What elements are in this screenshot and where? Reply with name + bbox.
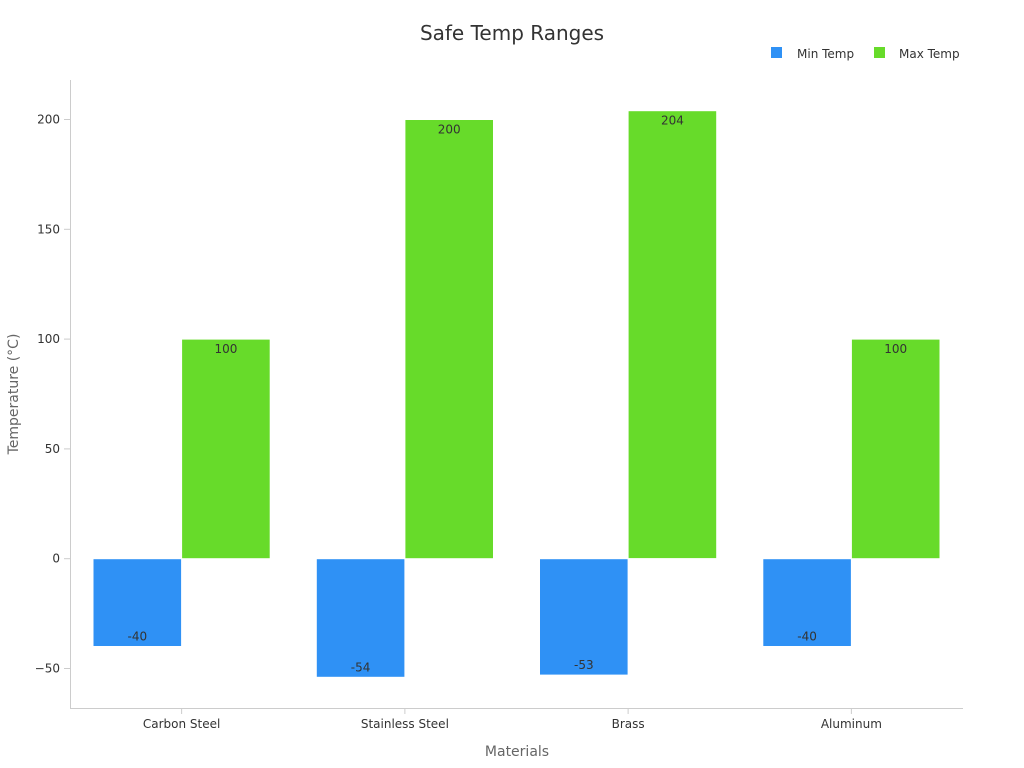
bar-min-temp-carbon-steel: [92, 558, 183, 648]
data-label-min-temp-aluminum: -40: [797, 630, 817, 644]
x-tick-label-carbon-steel: Carbon Steel: [143, 717, 220, 731]
y-tick-label: −50: [35, 662, 60, 676]
legend: Min Temp Max Temp: [771, 47, 960, 61]
y-tick-label: 200: [37, 113, 60, 127]
bar-max-temp-carbon-steel: [181, 338, 271, 560]
bar-max-temp-stainless-steel: [404, 119, 494, 560]
x-axis-ticks: Carbon Steel Stainless Steel Brass Aluminum: [143, 708, 882, 731]
y-tick-label: 150: [37, 222, 60, 236]
bar-min-temp-brass: [539, 558, 629, 676]
chart-title: Safe Temp Ranges: [420, 21, 604, 45]
legend-label-min-temp: Min Temp: [797, 47, 854, 61]
y-axis-title: Temperature (°C): [6, 334, 22, 456]
x-tick-label-aluminum: Aluminum: [821, 717, 882, 731]
data-label-max-temp-brass: 204: [661, 114, 684, 128]
data-label-max-temp-stainless-steel: 200: [438, 123, 461, 137]
y-tick-label: 0: [52, 552, 60, 566]
bar-max-temp-aluminum: [850, 338, 941, 560]
data-label-max-temp-carbon-steel: 100: [214, 342, 237, 356]
legend-label-max-temp: Max Temp: [899, 47, 960, 61]
data-label-min-temp-stainless-steel: -54: [351, 660, 371, 674]
y-axis-ticks: −50 0 50 100 150 200: [35, 113, 70, 676]
y-tick-label: 50: [45, 442, 60, 456]
x-axis-title: Materials: [485, 744, 549, 760]
bars-layer: [92, 110, 941, 678]
bar-min-temp-stainless-steel: [315, 558, 406, 678]
legend-swatch-min-temp: [771, 47, 782, 58]
data-label-min-temp-carbon-steel: -40: [127, 630, 147, 644]
y-tick-label: 100: [37, 332, 60, 346]
bar-min-temp-aluminum: [762, 558, 852, 648]
x-tick-label-stainless-steel: Stainless Steel: [361, 717, 449, 731]
data-label-max-temp-aluminum: 100: [884, 342, 907, 356]
legend-swatch-max-temp: [874, 47, 885, 58]
data-label-min-temp-brass: -53: [574, 658, 594, 672]
data-labels-layer: -40 100 -54 200 -53 204 -40 100: [127, 114, 907, 675]
bar-max-temp-brass: [627, 110, 718, 560]
x-tick-label-brass: Brass: [612, 717, 645, 731]
